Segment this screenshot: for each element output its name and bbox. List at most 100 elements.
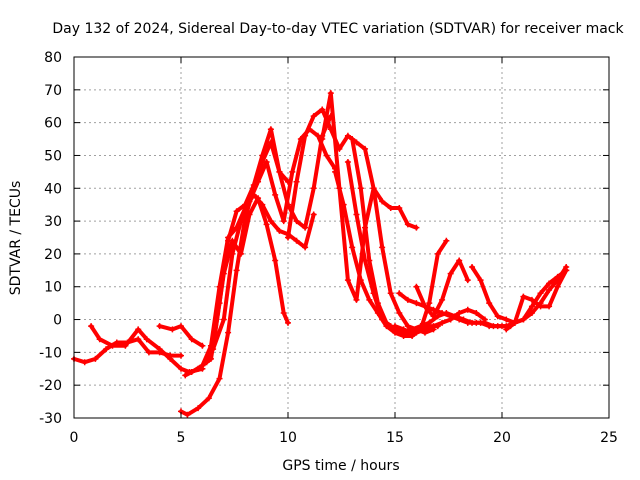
data-point-marker	[293, 237, 300, 244]
data-point-marker	[340, 201, 347, 208]
data-point-marker	[188, 336, 195, 343]
data-point-marker	[199, 342, 206, 349]
data-point-marker	[135, 336, 142, 343]
data-point-marker	[439, 296, 446, 303]
data-point-marker	[246, 211, 253, 218]
data-point-marker	[396, 309, 403, 316]
data-point-marker	[285, 234, 291, 241]
data-point-marker	[267, 218, 274, 225]
data-point-marker	[494, 323, 501, 330]
data-point-marker	[332, 168, 339, 175]
data-point-marker	[426, 300, 433, 307]
data-point-marker	[537, 303, 544, 310]
x-tick-label: 20	[493, 430, 511, 446]
data-point-marker	[233, 208, 240, 215]
data-point-marker	[310, 113, 317, 120]
data-point-marker	[413, 283, 420, 290]
data-point-marker	[349, 244, 356, 251]
data-point-marker	[143, 336, 150, 343]
data-point-marker	[400, 326, 407, 333]
y-tick-label: 40	[44, 181, 62, 197]
data-point-marker	[81, 359, 88, 366]
data-point-marker	[546, 303, 553, 310]
data-point-marker	[199, 362, 206, 369]
data-point-marker	[417, 323, 424, 330]
series-line-arc-5	[183, 114, 333, 378]
data-point-marker	[145, 349, 152, 356]
data-point-marker	[156, 323, 163, 330]
data-point-marker	[451, 313, 458, 320]
data-point-marker	[469, 264, 476, 271]
data-point-marker	[486, 300, 493, 307]
data-point-marker	[413, 224, 420, 231]
y-tick-label: 70	[44, 83, 62, 99]
data-point-marker	[353, 211, 360, 218]
series-line-arc-18	[504, 268, 569, 332]
data-point-marker	[546, 280, 553, 287]
data-point-marker	[237, 218, 244, 225]
data-point-marker	[229, 237, 236, 244]
data-point-marker	[327, 90, 334, 97]
x-tick-label: 25	[600, 430, 618, 446]
series-line-arc-7	[200, 127, 338, 368]
data-point-marker	[434, 250, 441, 257]
data-point-marker	[212, 329, 219, 336]
data-point-marker	[156, 346, 163, 353]
data-point-marker	[310, 211, 317, 218]
data-point-marker	[456, 257, 463, 264]
y-tick-label: 10	[44, 280, 62, 296]
data-point-marker	[464, 277, 471, 284]
data-point-marker	[426, 319, 433, 326]
data-point-marker	[396, 290, 403, 297]
plot-frame	[73, 56, 610, 419]
data-point-marker	[464, 306, 471, 313]
data-point-marker	[460, 316, 467, 323]
data-point-marker	[379, 316, 386, 323]
data-point-marker	[362, 145, 369, 152]
data-point-marker	[92, 355, 99, 362]
data-point-marker	[421, 303, 428, 310]
data-point-marker	[96, 336, 103, 343]
data-point-marker	[195, 405, 202, 412]
data-point-marker	[280, 218, 287, 225]
data-point-marker	[263, 159, 270, 166]
y-tick-label: -30	[39, 411, 62, 427]
x-tick-label: 10	[279, 430, 297, 446]
data-point-marker	[392, 323, 398, 330]
data-point-marker	[302, 224, 309, 231]
data-point-marker	[409, 329, 416, 336]
data-point-marker	[546, 287, 553, 294]
data-point-marker	[520, 293, 527, 300]
data-point-marker	[259, 152, 266, 159]
data-point-marker	[188, 369, 195, 376]
data-point-marker	[225, 234, 232, 241]
data-point-marker	[178, 352, 184, 359]
data-point-marker	[370, 290, 377, 297]
data-point-marker	[528, 309, 535, 316]
x-axis-label: GPS time / hours	[282, 458, 399, 474]
data-point-marker	[276, 168, 283, 175]
data-point-marker	[439, 319, 446, 326]
data-point-marker	[293, 218, 300, 225]
data-point-marker	[477, 319, 484, 326]
data-point-marker	[370, 185, 377, 192]
y-tick-label: 0	[53, 313, 62, 329]
data-point-marker	[167, 355, 174, 362]
data-point-marker	[310, 185, 317, 192]
x-tick-label: 15	[386, 430, 404, 446]
data-point-marker	[357, 185, 364, 192]
data-point-marker	[528, 296, 535, 303]
data-point-marker	[554, 283, 561, 290]
data-point-marker	[494, 313, 501, 320]
y-tick-label: 20	[44, 247, 62, 263]
data-point-marker	[184, 411, 191, 418]
data-point-marker	[404, 296, 411, 303]
data-point-marker	[289, 168, 296, 175]
y-axis-label: SDTVAR / TECUs	[8, 181, 24, 296]
data-point-marker	[396, 204, 403, 211]
data-point-marker	[109, 342, 116, 349]
data-point-marker	[563, 267, 570, 274]
data-point-marker	[503, 326, 510, 333]
data-point-marker	[421, 326, 428, 333]
